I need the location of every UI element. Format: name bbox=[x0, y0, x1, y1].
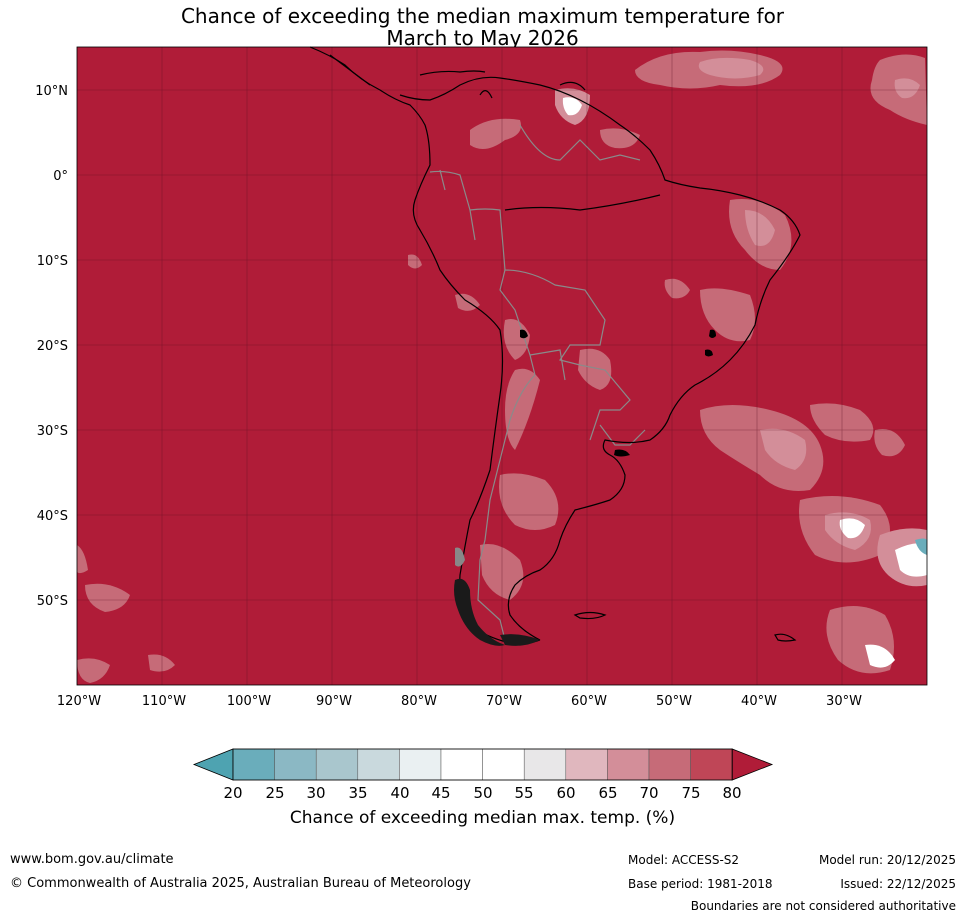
lat-label: 0° bbox=[53, 169, 68, 184]
issued-date: Issued: 22/12/2025 bbox=[840, 877, 956, 891]
model-run: Model run: 20/12/2025 bbox=[818, 853, 956, 867]
colorbar-tick: 65 bbox=[598, 784, 617, 802]
colorbar-segment bbox=[565, 748, 608, 781]
model-name: Model: ACCESS-S2 bbox=[628, 853, 740, 867]
colorbar-tick: 45 bbox=[431, 784, 450, 802]
colorbar-tick: 60 bbox=[556, 784, 575, 802]
colorbar-tick: 30 bbox=[306, 784, 325, 802]
colorbar-tick: 70 bbox=[639, 784, 658, 802]
lon-label: 110°W bbox=[142, 694, 186, 709]
country-borders bbox=[429, 124, 646, 641]
coastlines bbox=[309, 46, 801, 646]
colorbar bbox=[192, 748, 774, 781]
lat-label: 20°S bbox=[37, 339, 68, 354]
colorbar-tick: 40 bbox=[390, 784, 409, 802]
map-frame bbox=[76, 46, 928, 686]
colorbar-tick: 75 bbox=[681, 784, 700, 802]
colorbar-arrow-high bbox=[731, 748, 774, 781]
lat-label: 50°S bbox=[37, 594, 68, 609]
lat-label: 10°N bbox=[35, 84, 68, 99]
lon-label: 60°W bbox=[571, 694, 607, 709]
title-line-2: March to May 2026 bbox=[386, 26, 579, 50]
colorbar-segment bbox=[648, 748, 691, 781]
title-line-1: Chance of exceeding the median maximum t… bbox=[180, 4, 785, 28]
colorbar-segment bbox=[607, 748, 650, 781]
colorbar-label: Chance of exceeding median max. temp. (%… bbox=[289, 808, 676, 828]
colorbar-segment bbox=[315, 748, 359, 781]
colorbar-segment bbox=[440, 748, 483, 781]
lon-label: 50°W bbox=[656, 694, 692, 709]
colorbar-tick: 50 bbox=[473, 784, 492, 802]
copyright-text: © Commonwealth of Australia 2025, Austra… bbox=[10, 876, 471, 891]
colorbar-tick: 25 bbox=[265, 784, 284, 802]
disclaimer: Boundaries are not considered authoritat… bbox=[690, 899, 956, 913]
probability-zones bbox=[77, 50, 927, 683]
lon-label: 30°W bbox=[826, 694, 862, 709]
lon-label: 100°W bbox=[227, 694, 271, 709]
colorbar-segment bbox=[482, 748, 525, 781]
lat-label: 40°S bbox=[37, 509, 68, 524]
colorbar-segment bbox=[690, 748, 733, 781]
colorbar-segment bbox=[357, 748, 400, 781]
colorbar-outline bbox=[232, 748, 733, 781]
lon-label: 70°W bbox=[486, 694, 522, 709]
colorbar-tick: 80 bbox=[722, 784, 741, 802]
lon-label: 120°W bbox=[57, 694, 101, 709]
colorbar-tick: 55 bbox=[514, 784, 533, 802]
lon-label: 90°W bbox=[316, 694, 352, 709]
colorbar-segment bbox=[232, 748, 275, 781]
website-link[interactable]: www.bom.gov.au/climate bbox=[10, 852, 174, 867]
latitude-labels: 10°N 0° 10°S 20°S 30°S 40°S 50°S bbox=[35, 84, 68, 609]
lat-label: 10°S bbox=[37, 254, 68, 269]
lat-label: 30°S bbox=[37, 424, 68, 439]
longitude-labels: 120°W 110°W 100°W 90°W 80°W 70°W 60°W 50… bbox=[57, 694, 862, 709]
colorbar-ticks: 20 25 30 35 40 45 50 55 60 65 70 75 80 bbox=[223, 784, 741, 802]
lon-label: 40°W bbox=[741, 694, 777, 709]
colorbar-segment bbox=[399, 748, 442, 781]
map-title: Chance of exceeding the median maximum t… bbox=[0, 5, 965, 49]
colorbar-tick: 20 bbox=[223, 784, 242, 802]
colorbar-arrow-low bbox=[192, 748, 234, 781]
base-period: Base period: 1981-2018 bbox=[628, 877, 773, 891]
colorbar-segment bbox=[523, 748, 567, 781]
archipelago bbox=[454, 547, 540, 646]
lon-label: 80°W bbox=[401, 694, 437, 709]
lakes bbox=[520, 329, 716, 457]
graticule bbox=[77, 47, 927, 685]
colorbar-segment bbox=[274, 748, 317, 781]
colorbar-tick: 35 bbox=[348, 784, 367, 802]
